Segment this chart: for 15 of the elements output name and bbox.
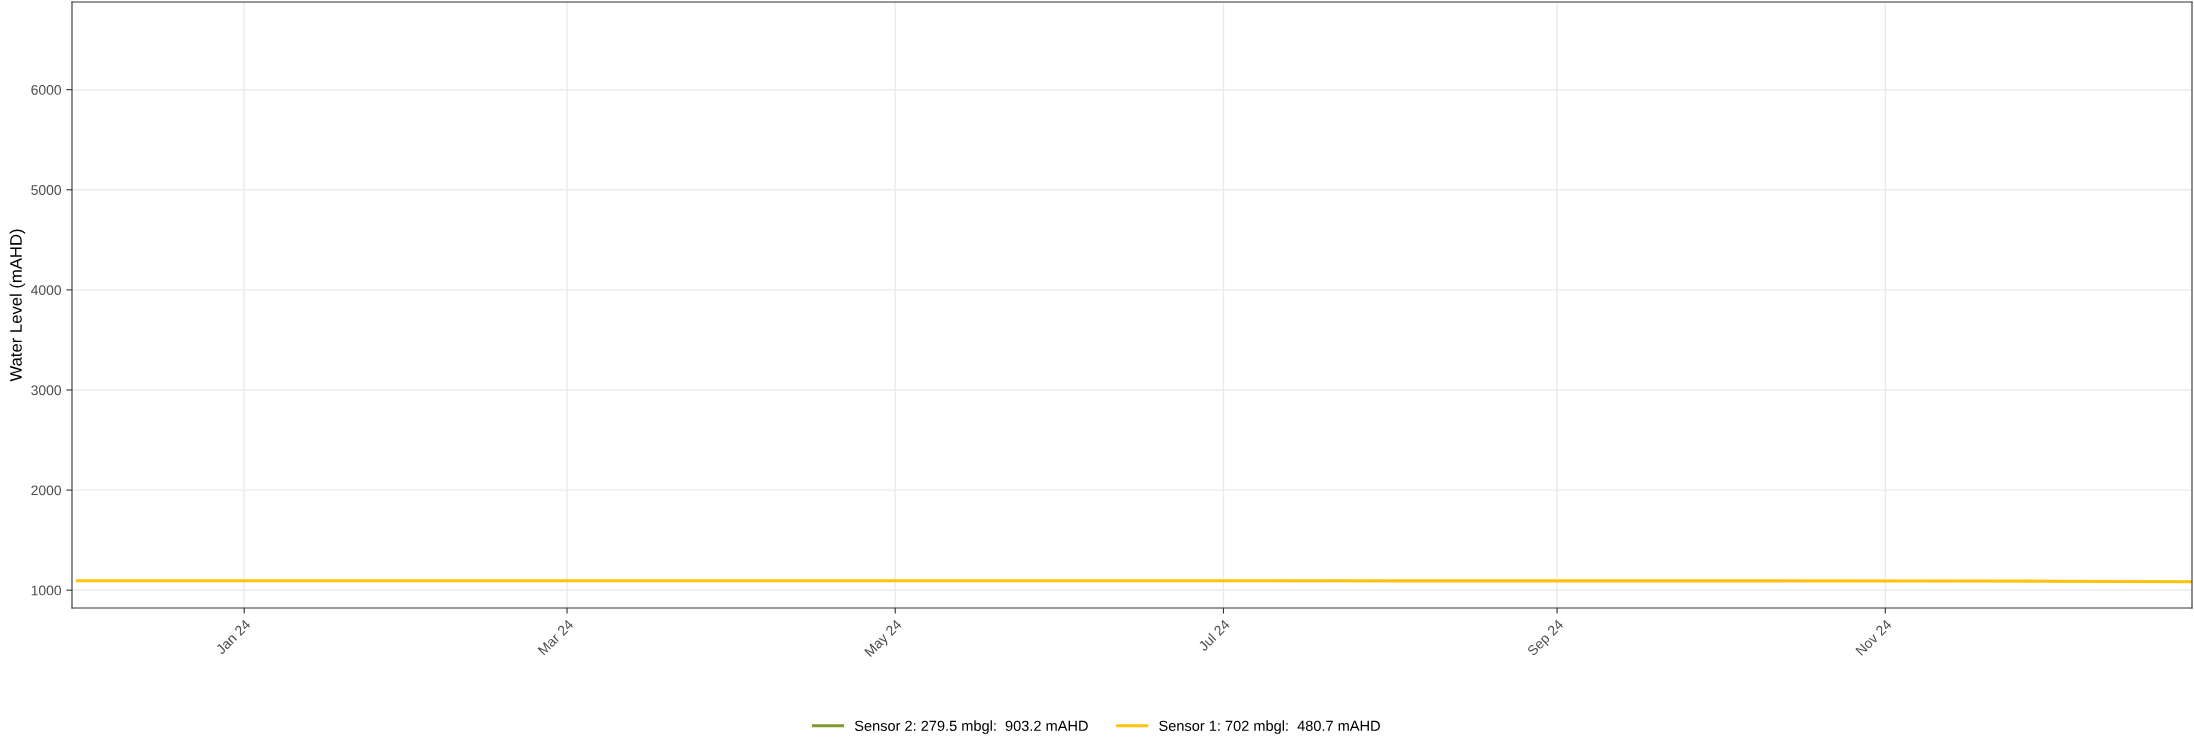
legend-label: Sensor 2: 279.5 mbgl: 903.2 mAHD: [854, 720, 1088, 734]
y-axis-title: Water Level (mAHD): [9, 229, 26, 382]
y-tick-label: 2000: [31, 485, 62, 496]
y-tick-label: 4000: [31, 285, 62, 296]
y-tick-label: 3000: [31, 385, 62, 396]
x-tick-label: Jul 24: [1197, 618, 1231, 652]
y-tick-label: 1000: [31, 585, 62, 596]
x-tick-label: Sep 24: [1526, 618, 1566, 659]
x-tick-label: Mar 24: [537, 618, 574, 656]
x-tick-label: Jan 24: [215, 618, 252, 655]
y-tick-label: 6000: [31, 85, 62, 95]
x-tick-label: May 24: [864, 618, 905, 659]
y-tick-label: 5000: [31, 185, 62, 195]
x-tick-label: Nov 24: [1855, 618, 1893, 656]
legend-label: Sensor 1: 702 mbgl: 480.7 mAHD: [1159, 720, 1380, 734]
